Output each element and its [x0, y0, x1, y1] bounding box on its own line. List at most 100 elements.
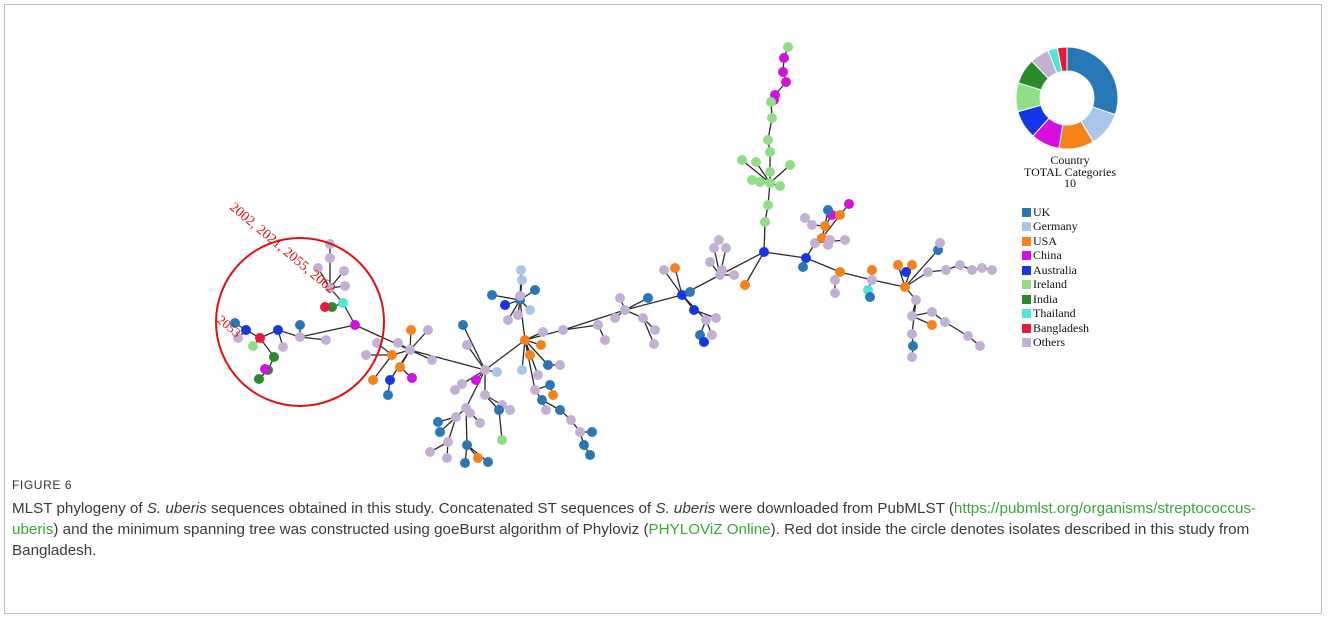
- st-node-others: [462, 340, 472, 350]
- legend-swatch: [1022, 294, 1031, 304]
- tree-edge: [763, 251, 807, 259]
- donut-title: Country: [1050, 153, 1090, 167]
- st-node-china: [779, 53, 789, 63]
- st-node-ireland: [763, 135, 773, 145]
- st-node-usa: [525, 350, 535, 360]
- st-node-others: [907, 352, 917, 362]
- st-node-bangladesh: [255, 333, 265, 343]
- st-node-china: [844, 199, 854, 209]
- st-node-others: [705, 257, 715, 267]
- st-node-ireland: [755, 177, 765, 187]
- st-node-uk: [433, 417, 443, 427]
- legend-label: China: [1033, 248, 1062, 263]
- st-node-others: [593, 320, 603, 330]
- st-node-others: [701, 315, 711, 325]
- st-node-uk: [458, 320, 468, 330]
- st-node-uk: [230, 318, 240, 328]
- st-node-others: [451, 412, 461, 422]
- st-node-china: [471, 375, 481, 385]
- st-node-others: [963, 331, 973, 341]
- donut-caption: Country TOTAL Categories 10: [1010, 153, 1130, 190]
- legend-item-ireland: Ireland: [1022, 277, 1089, 293]
- st-node-others: [457, 379, 467, 389]
- st-node-australia: [385, 375, 395, 385]
- st-node-ireland: [785, 160, 795, 170]
- legend-swatch: [1022, 236, 1031, 246]
- st-node-usa: [548, 390, 558, 400]
- tree-edge: [805, 257, 841, 273]
- tree-edge: [465, 369, 486, 409]
- legend-swatch: [1022, 309, 1031, 319]
- phyloviz-link[interactable]: PHYLOViZ Online: [648, 521, 771, 538]
- st-node-usa: [820, 221, 830, 231]
- tree-edge: [719, 251, 765, 276]
- st-node-others: [967, 265, 977, 275]
- st-node-australia: [699, 337, 709, 347]
- st-node-usa: [740, 280, 750, 290]
- st-node-usa: [536, 340, 546, 350]
- st-node-ireland: [783, 42, 793, 52]
- species-name: S. uberis: [146, 500, 207, 517]
- country-legend: UK Germany USA China Australia Ireland India Th…: [1022, 205, 1089, 350]
- st-node-uk: [865, 292, 875, 302]
- st-node-others: [927, 307, 937, 317]
- st-node-others: [372, 338, 382, 348]
- st-node-uk: [494, 405, 504, 415]
- caption-text-4: ) and the minimum spanning tree was cons…: [53, 521, 649, 538]
- st-node-australia: [759, 247, 769, 257]
- caption-text-2: sequences obtained in this study. Concat…: [206, 500, 656, 517]
- tree-edge: [744, 251, 765, 286]
- legend-label: USA: [1033, 233, 1058, 248]
- st-node-uk: [487, 290, 497, 300]
- legend-label: Germany: [1033, 219, 1078, 234]
- st-node-others: [575, 427, 585, 437]
- st-node-others: [475, 418, 485, 428]
- caption-text-5: ). Red dot inside the circle denotes iso…: [12, 521, 1250, 559]
- legend-item-uk: UK: [1022, 205, 1089, 220]
- st-node-others: [442, 453, 452, 463]
- st-node-others: [830, 275, 840, 285]
- st-node-others: [709, 243, 719, 253]
- legend-item-thailand: Thailand: [1022, 306, 1089, 322]
- st-node-others: [313, 263, 323, 273]
- st-node-usa: [817, 233, 827, 243]
- donut-count: 10: [1064, 176, 1076, 190]
- st-node-others: [555, 360, 565, 370]
- legend-label: Ireland: [1033, 277, 1067, 292]
- st-node-ireland: [747, 175, 757, 185]
- st-node-australia: [500, 300, 510, 310]
- st-node-others: [513, 310, 523, 320]
- legend-label: Australia: [1033, 262, 1077, 277]
- tree-edge: [519, 299, 526, 341]
- st-node-others: [541, 405, 551, 415]
- legend-swatch: [1022, 251, 1031, 261]
- st-node-ireland: [760, 217, 770, 227]
- st-node-others: [321, 335, 331, 345]
- st-node-others: [405, 345, 415, 355]
- st-node-germany: [525, 305, 535, 315]
- st-node-others: [515, 291, 525, 301]
- st-node-others: [810, 238, 820, 248]
- tree-edge: [904, 249, 939, 288]
- donut-subtitle: TOTAL Categories: [1023, 164, 1116, 179]
- st-node-uk: [295, 320, 305, 330]
- st-node-others: [975, 341, 985, 351]
- st-node-others: [425, 447, 435, 457]
- st-node-ireland: [765, 178, 775, 188]
- st-node-ireland: [497, 435, 507, 445]
- st-node-others: [393, 338, 403, 348]
- st-node-germany: [516, 265, 526, 275]
- st-node-australia: [801, 253, 811, 263]
- tree-edge: [521, 339, 526, 371]
- st-node-uk: [530, 285, 540, 295]
- st-node-ireland: [248, 341, 258, 351]
- st-node-uk: [545, 380, 555, 390]
- tree-edge: [763, 221, 766, 253]
- st-node-ireland: [751, 157, 761, 167]
- st-node-others: [907, 329, 917, 339]
- st-node-ireland: [765, 167, 775, 177]
- st-node-others: [615, 293, 625, 303]
- pubmlst-link[interactable]: https://pubmlst.org/organisms/streptococ…: [12, 500, 1257, 538]
- st-node-australia: [901, 267, 911, 277]
- donut-slice-uk: [1066, 46, 1119, 116]
